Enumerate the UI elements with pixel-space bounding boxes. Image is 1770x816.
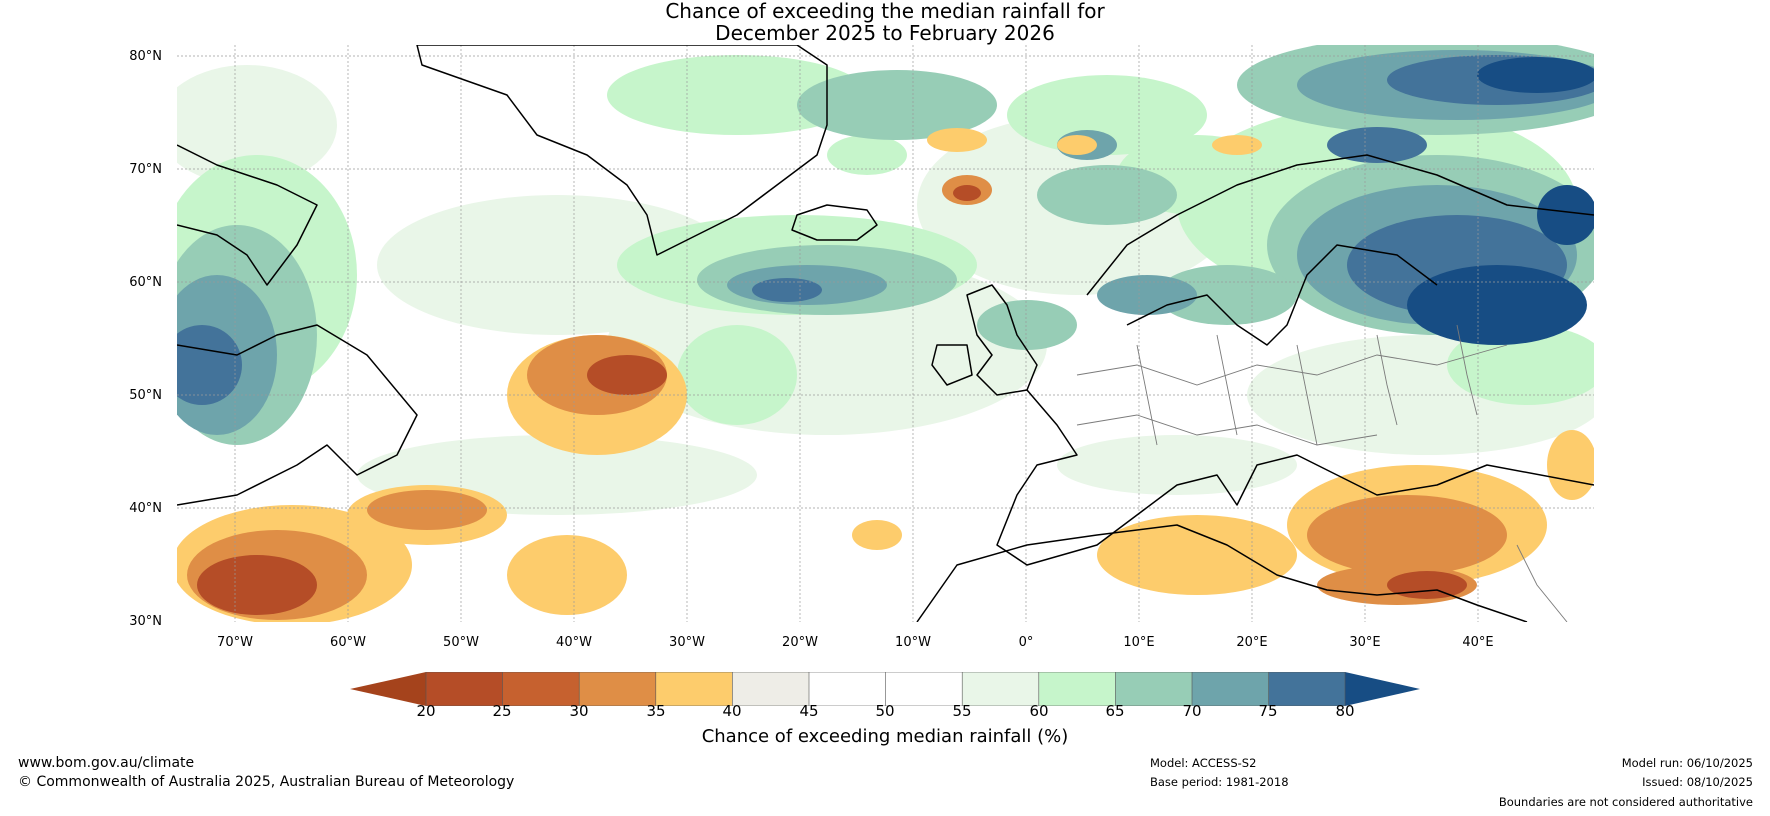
colorbar-tick-40: 40 xyxy=(722,702,742,720)
map-title-line-1: Chance of exceeding the median rainfall … xyxy=(665,0,1105,23)
colorbar-swatch-60-65 xyxy=(1038,672,1116,706)
lat-label-30n: 30°N xyxy=(129,614,162,629)
lon-label-40e: 40°E xyxy=(1462,635,1494,650)
graticule xyxy=(177,45,1594,622)
colorbar-tick-45: 45 xyxy=(799,702,819,720)
colorbar-tick-75: 75 xyxy=(1258,702,1278,720)
lat-label-40n: 40°N xyxy=(129,501,162,516)
base-period: Base period: 1981-2018 xyxy=(1150,775,1289,789)
model-name: Model: ACCESS-S2 xyxy=(1150,756,1257,770)
map-title-line-2: December 2025 to February 2026 xyxy=(715,21,1055,45)
colorbar-swatch-75-80 xyxy=(1268,672,1346,706)
colorbar-tick-20: 20 xyxy=(416,702,436,720)
colorbar-tick-25: 25 xyxy=(492,702,512,720)
colorbar-swatch-65-70 xyxy=(1115,672,1192,706)
lat-label-60n: 60°N xyxy=(129,275,162,290)
lon-label-30w: 30°W xyxy=(669,635,705,650)
lon-label-30e: 30°E xyxy=(1349,635,1381,650)
country-borders xyxy=(1076,324,1568,622)
lon-label-10w: 10°W xyxy=(895,635,931,650)
colorbar-tick-30: 30 xyxy=(569,702,589,720)
colorbar-swatch-50-55 xyxy=(885,672,963,706)
colorbar-tick-65: 65 xyxy=(1105,702,1125,720)
colorbar-tick-55: 55 xyxy=(952,702,972,720)
copyright-text: © Commonwealth of Australia 2025, Austra… xyxy=(18,774,515,790)
lat-label-50n: 50°N xyxy=(129,388,162,403)
lon-label-10e: 10°E xyxy=(1123,635,1155,650)
coastlines xyxy=(177,45,1594,622)
lon-label-50w: 50°W xyxy=(443,635,479,650)
colorbar-swatch-20-25 xyxy=(426,672,503,706)
colorbar-tick-70: 70 xyxy=(1182,702,1202,720)
colorbar-tick-50: 50 xyxy=(875,702,895,720)
lat-label-70n: 70°N xyxy=(129,162,162,177)
colorbar-tick-60: 60 xyxy=(1029,702,1049,720)
colorbar xyxy=(350,672,1420,706)
issued-date: Issued: 08/10/2025 xyxy=(1642,775,1753,789)
website-link[interactable]: www.bom.gov.au/climate xyxy=(18,755,195,771)
boundary-disclaimer: Boundaries are not considered authoritat… xyxy=(1498,795,1753,809)
lon-label-70w: 70°W xyxy=(217,635,253,650)
colorbar-extend-low xyxy=(350,672,426,706)
colorbar-swatch-35-40 xyxy=(655,672,733,706)
lon-label-20e: 20°E xyxy=(1236,635,1268,650)
colorbar-swatch-55-60 xyxy=(962,672,1039,706)
colorbar-extend-high xyxy=(1345,672,1420,706)
lon-label-20w: 20°W xyxy=(782,635,818,650)
colorbar-swatch-40-45 xyxy=(732,672,809,706)
model-run-date: Model run: 06/10/2025 xyxy=(1621,756,1753,770)
lon-label-60w: 60°W xyxy=(330,635,366,650)
colorbar-swatch-70-75 xyxy=(1192,672,1269,706)
colorbar-swatch-45-50 xyxy=(809,672,886,706)
colorbar-tick-80: 80 xyxy=(1335,702,1355,720)
colorbar-swatch-30-35 xyxy=(579,672,656,706)
colorbar-swatch-25-30 xyxy=(502,672,580,706)
lon-label-40w: 40°W xyxy=(556,635,592,650)
rainfall-map xyxy=(177,45,1594,622)
colorbar-label: Chance of exceeding median rainfall (%) xyxy=(701,726,1069,747)
field-dark-blue xyxy=(1407,57,1594,345)
rainfall-map-svg xyxy=(177,45,1594,622)
colorbar-tick-35: 35 xyxy=(646,702,666,720)
lat-label-80n: 80°N xyxy=(129,49,162,64)
lon-label-0: 0° xyxy=(1018,635,1034,650)
